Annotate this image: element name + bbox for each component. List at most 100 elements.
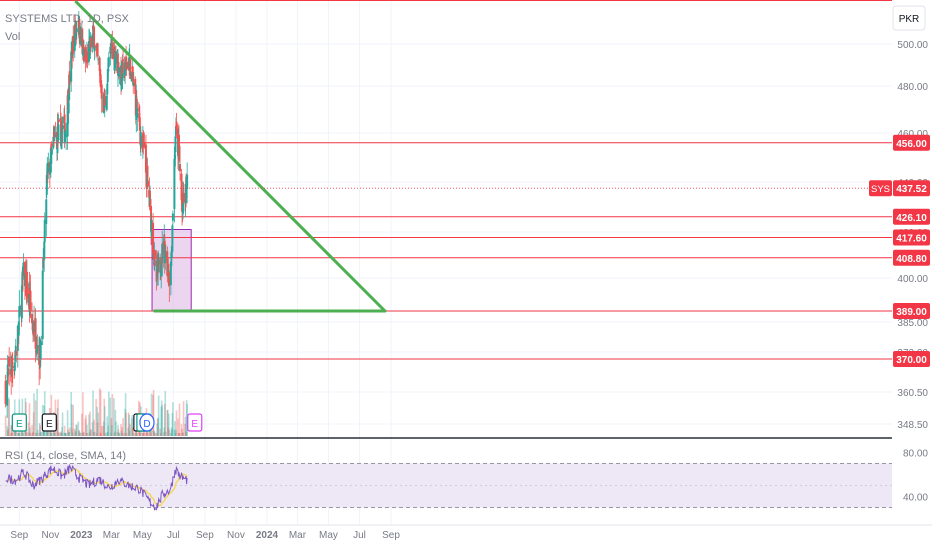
volume-bar <box>181 428 183 436</box>
volume-bar <box>179 432 181 436</box>
candle-body <box>109 43 112 47</box>
candle-body <box>154 249 157 259</box>
trend-line-descending-resistance[interactable] <box>74 0 387 313</box>
volume-bar <box>9 432 12 436</box>
volume-bar <box>91 422 94 436</box>
candle-body <box>186 174 189 190</box>
volume-bar <box>180 424 183 436</box>
candle-body <box>36 345 39 348</box>
candle-body <box>64 131 67 142</box>
candle-body <box>32 330 35 336</box>
currency-box[interactable] <box>892 5 926 31</box>
volume-bar <box>160 406 162 436</box>
volume-bar <box>171 429 173 436</box>
event-marker-earnings[interactable] <box>11 413 27 432</box>
price-level-badge <box>893 249 930 266</box>
candle-body <box>161 243 164 264</box>
candle-body <box>152 222 155 256</box>
volume-bar <box>79 432 82 436</box>
time-tick: 2023 <box>70 530 93 541</box>
time-tick: Jul <box>167 530 180 541</box>
price-axis[interactable]: 500.00480.00460.00440.00420.00400.00385.… <box>893 40 930 431</box>
rsi-axis[interactable]: 80.00 40.00 <box>903 449 928 504</box>
volume-bar <box>13 429 16 436</box>
volume-bar <box>129 424 131 436</box>
candle-body <box>4 380 7 404</box>
volume-bar <box>15 430 18 436</box>
candle-body <box>70 51 73 82</box>
volume-bar <box>78 430 81 436</box>
candle-body <box>59 117 62 121</box>
volume-bar <box>102 421 105 436</box>
volume-bar <box>10 425 13 436</box>
volume-bar <box>121 427 123 436</box>
volume-bar <box>172 402 174 436</box>
event-markers[interactable]: EEEEDE <box>11 413 203 432</box>
candle-body <box>47 162 50 173</box>
candle-body <box>29 290 32 311</box>
candle-body <box>136 108 139 118</box>
volume-bar <box>11 432 14 436</box>
event-marker-earnings-upcoming[interactable] <box>187 413 203 432</box>
volume-bar <box>161 405 164 436</box>
volume-bar <box>93 431 96 436</box>
volume-bar <box>79 432 81 436</box>
candle-body <box>173 154 176 160</box>
volume-bar <box>159 428 161 436</box>
volume-bar <box>107 425 110 436</box>
volume-bar <box>107 432 109 436</box>
candle-body <box>36 349 39 352</box>
volume-bar <box>57 399 59 436</box>
volume-bar <box>32 412 35 436</box>
volume-bar <box>132 432 135 436</box>
time-axis[interactable]: Sep Nov 2023 Mar May Jul Sep Nov 2024 Mar May Jul Se… <box>0 524 932 541</box>
volume-bar <box>50 432 52 436</box>
rsi-pane <box>0 463 892 511</box>
candle-body <box>93 47 96 51</box>
candle-body <box>34 318 37 349</box>
price-level-lines[interactable] <box>0 0 892 360</box>
volume-bar <box>22 432 25 436</box>
volume-bar <box>47 430 50 436</box>
trend-lines[interactable] <box>74 0 387 313</box>
volume-bar <box>6 430 9 436</box>
currency-label[interactable]: PKR <box>899 14 920 25</box>
candle-body <box>9 369 12 375</box>
candle-body <box>18 306 21 318</box>
volume-bar <box>170 427 173 436</box>
volume-label: Vol <box>5 31 20 43</box>
volume-bar <box>168 413 170 436</box>
volume-bar <box>34 400 37 436</box>
candle-body <box>49 147 52 173</box>
volume-bar <box>6 425 8 436</box>
volume-bar <box>68 427 71 436</box>
volume-bar <box>64 432 66 436</box>
candle-body <box>113 57 116 69</box>
candle-body <box>39 340 42 359</box>
volume-bar <box>121 432 124 436</box>
volume-bar <box>31 432 34 436</box>
volume-bar <box>57 432 60 436</box>
volume-bar <box>136 432 139 436</box>
volume-bar <box>131 428 134 436</box>
volume-bar <box>105 432 108 436</box>
candle-body <box>144 144 147 173</box>
last-price-label: SYS 437.52 <box>0 180 930 197</box>
event-marker-earnings-past[interactable] <box>41 413 57 432</box>
event-marker-dividend[interactable] <box>139 413 155 432</box>
candle-body <box>168 272 171 286</box>
volume-bar <box>58 432 60 436</box>
volume-bar <box>143 427 146 436</box>
candle-body <box>163 240 166 264</box>
volume-bar <box>68 431 70 436</box>
volume-bar <box>45 432 48 436</box>
candle-body <box>166 251 169 277</box>
price-tick: 385.00 <box>897 318 928 329</box>
candle-body <box>174 126 177 135</box>
candle-body <box>139 132 142 148</box>
volume-bar <box>92 390 94 436</box>
time-tick: Jul <box>353 530 366 541</box>
candle-body <box>43 241 46 260</box>
candle-body <box>146 180 149 187</box>
